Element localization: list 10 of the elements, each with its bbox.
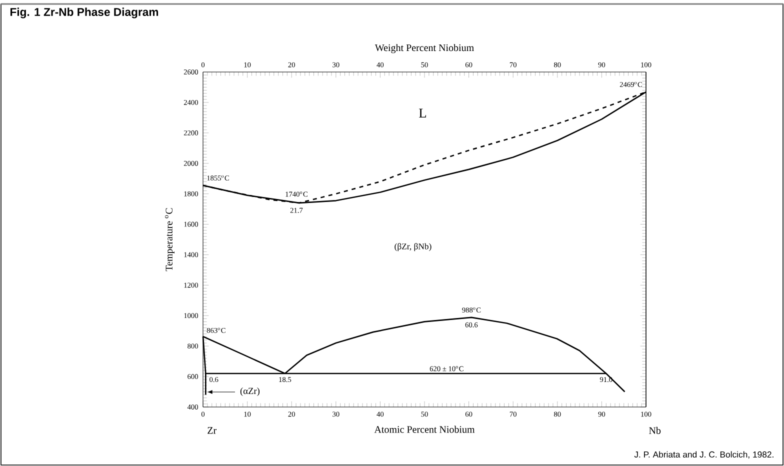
text: Nb <box>649 426 661 434</box>
annotation: (αZr) <box>240 388 260 396</box>
text: J. P. Abriata and J. C. Bolcich, 1982. <box>634 451 774 459</box>
y-axis-title: Temperature $^{o}$C <box>165 208 174 272</box>
x-axis-title: Atomic Percent Niobium <box>374 426 475 433</box>
x2-axis-title: Weight Percent Niobium <box>374 44 474 54</box>
annotation: L <box>419 108 426 118</box>
text: Zr <box>208 427 216 434</box>
text: Fig. 1 Zr-Nb Phase Diagram <box>10 8 158 18</box>
annotation: (βZr, βNb) <box>394 243 432 252</box>
